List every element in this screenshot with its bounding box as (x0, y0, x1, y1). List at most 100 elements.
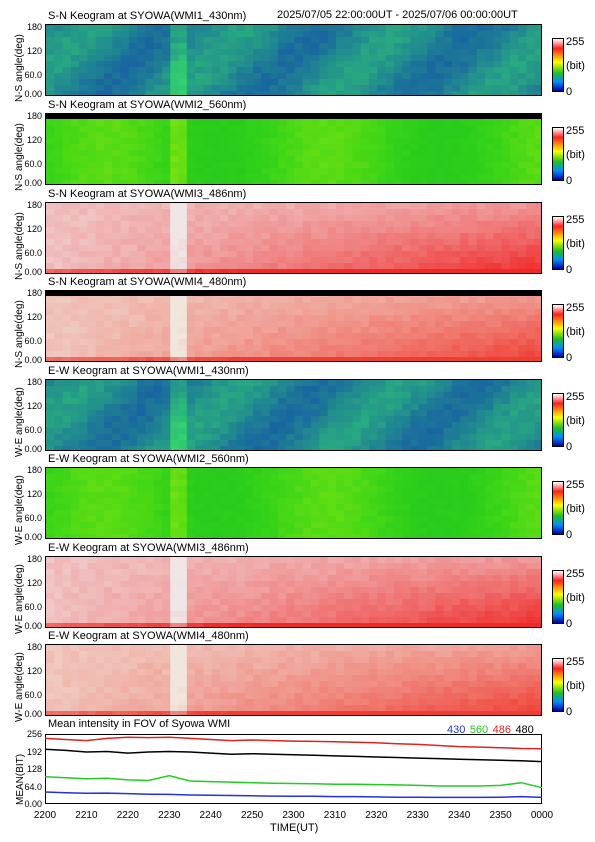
keogram-cell (501, 168, 511, 175)
keogram-cell (95, 49, 105, 56)
keogram-cell (128, 440, 138, 447)
keogram-cell (195, 611, 204, 618)
keogram-cell (501, 144, 511, 151)
keogram-cell (402, 581, 412, 588)
keogram-cell (244, 138, 254, 145)
keogram-cell (418, 37, 428, 44)
keogram-cell (54, 309, 64, 316)
keogram-cell (476, 162, 486, 169)
keogram-cell (402, 398, 412, 405)
keogram-cell (195, 440, 204, 447)
keogram-cell (54, 180, 64, 184)
keogram-cell (501, 528, 511, 535)
keogram-cell (112, 575, 122, 582)
keogram-cell (236, 386, 246, 393)
keogram-cell (186, 380, 196, 387)
keogram-cell (244, 516, 254, 523)
keogram-cell (236, 428, 246, 435)
keogram-cell (493, 257, 503, 264)
keogram-cell (443, 587, 453, 594)
keogram-cell (186, 392, 196, 399)
keogram-cell (145, 416, 155, 423)
keogram-cell (360, 351, 370, 358)
keogram-cell (186, 297, 196, 304)
keogram-cell (277, 297, 287, 304)
keogram-cell (451, 303, 461, 310)
keogram-cell (311, 339, 320, 346)
keogram-cell (261, 422, 271, 429)
keogram-cell (103, 605, 113, 612)
colorbar (552, 393, 564, 447)
keogram-cell (219, 534, 229, 538)
keogram-cell (87, 339, 97, 346)
keogram-cell (87, 428, 97, 435)
keogram-cell (236, 557, 246, 564)
keogram-cell (509, 434, 519, 441)
keogram-cell (327, 180, 337, 184)
keogram-cell (294, 73, 304, 80)
keogram-cell (352, 327, 362, 334)
keogram-image (45, 379, 542, 451)
keogram-cell (369, 593, 378, 600)
keogram-cell (128, 504, 138, 511)
keogram-cell (103, 156, 113, 163)
keogram-cell (369, 392, 378, 399)
keogram-cell (385, 339, 395, 346)
keogram-cell (427, 257, 436, 264)
keogram-cell (393, 398, 403, 405)
keogram-cell (219, 31, 229, 38)
keogram-cell (460, 203, 470, 210)
keogram-cell (195, 563, 204, 570)
keogram-cell (451, 144, 461, 151)
keogram-cell (203, 623, 213, 627)
keogram-cell (70, 162, 80, 169)
keogram-cell (269, 233, 279, 240)
keogram-cell (311, 156, 320, 163)
keogram-cell (344, 404, 354, 411)
keogram-cell (128, 386, 138, 393)
keogram-cell (451, 623, 461, 627)
keogram-cell (369, 581, 378, 588)
keogram-cell (534, 67, 541, 74)
keogram-cell (120, 227, 130, 234)
keogram-cell (402, 227, 412, 234)
keogram-cell (485, 297, 494, 304)
keogram-cell (352, 492, 362, 499)
keogram-cell (451, 132, 461, 139)
angle-tick-label: 180 (26, 22, 42, 32)
keogram-cell (186, 309, 196, 316)
keogram-cell (410, 233, 420, 240)
keogram-cell (352, 257, 362, 264)
keogram-cell (485, 309, 494, 316)
keogram-cell (153, 269, 163, 273)
keogram-cell (145, 392, 155, 399)
keogram-cell (485, 251, 494, 258)
keogram-cell (236, 263, 246, 270)
keogram-cell (228, 269, 238, 273)
keogram-cell (377, 263, 387, 270)
keogram-cell (435, 339, 445, 346)
keogram-cell (294, 446, 304, 450)
keogram-cell (195, 474, 204, 481)
keogram-cell (79, 61, 89, 68)
keogram-cell (526, 392, 536, 399)
keogram-cell (509, 126, 519, 133)
keogram-cell (87, 25, 97, 32)
keogram-cell (319, 73, 329, 80)
keogram-cell (427, 227, 436, 234)
keogram-cell (253, 504, 262, 511)
keogram-cell (460, 380, 470, 387)
keogram-cell (203, 428, 213, 435)
keogram-cell (352, 132, 362, 139)
keogram-cell (211, 67, 221, 74)
keogram-cell (95, 480, 105, 487)
keogram-cell (460, 486, 470, 493)
keogram-cell (344, 49, 354, 56)
keogram-cell (261, 474, 271, 481)
keogram-cell (526, 49, 536, 56)
keogram-cell (418, 168, 428, 175)
keogram-cell (460, 239, 470, 246)
keogram-cell (87, 49, 97, 56)
keogram-cell (54, 557, 64, 564)
keogram-cell (219, 345, 229, 352)
